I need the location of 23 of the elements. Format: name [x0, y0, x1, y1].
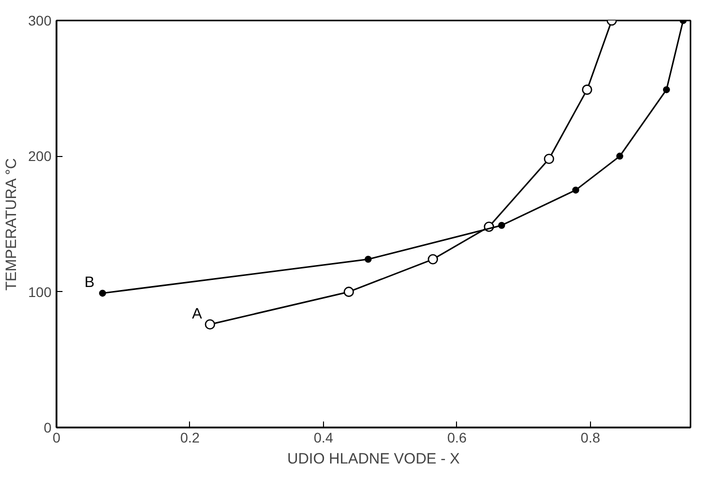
y-tick-label: 200: [28, 148, 52, 164]
x-axis-title: UDIO HLADNE VODE - X: [287, 450, 460, 468]
point: [99, 290, 106, 297]
x-tick-label: 0.2: [180, 430, 200, 446]
x-tick-label: 0.8: [580, 430, 600, 446]
point: [364, 256, 372, 263]
y-axis-title: TEMPERATURA °C: [3, 158, 20, 291]
series-label: B: [84, 274, 95, 292]
series-label: A: [192, 305, 202, 322]
point: [428, 254, 438, 264]
point: [616, 152, 624, 160]
y-tick-label: 100: [28, 284, 52, 300]
point: [498, 222, 506, 229]
y-tick-label: 0: [44, 420, 52, 436]
x-tick-label: 0.4: [314, 430, 334, 446]
point: [204, 319, 216, 330]
point: [344, 286, 354, 297]
point: [582, 84, 592, 95]
point: [544, 154, 554, 164]
point: [572, 186, 580, 194]
x-tick-label: 0.6: [447, 430, 467, 446]
y-tick-label: 300: [28, 12, 52, 28]
point: [662, 86, 670, 94]
